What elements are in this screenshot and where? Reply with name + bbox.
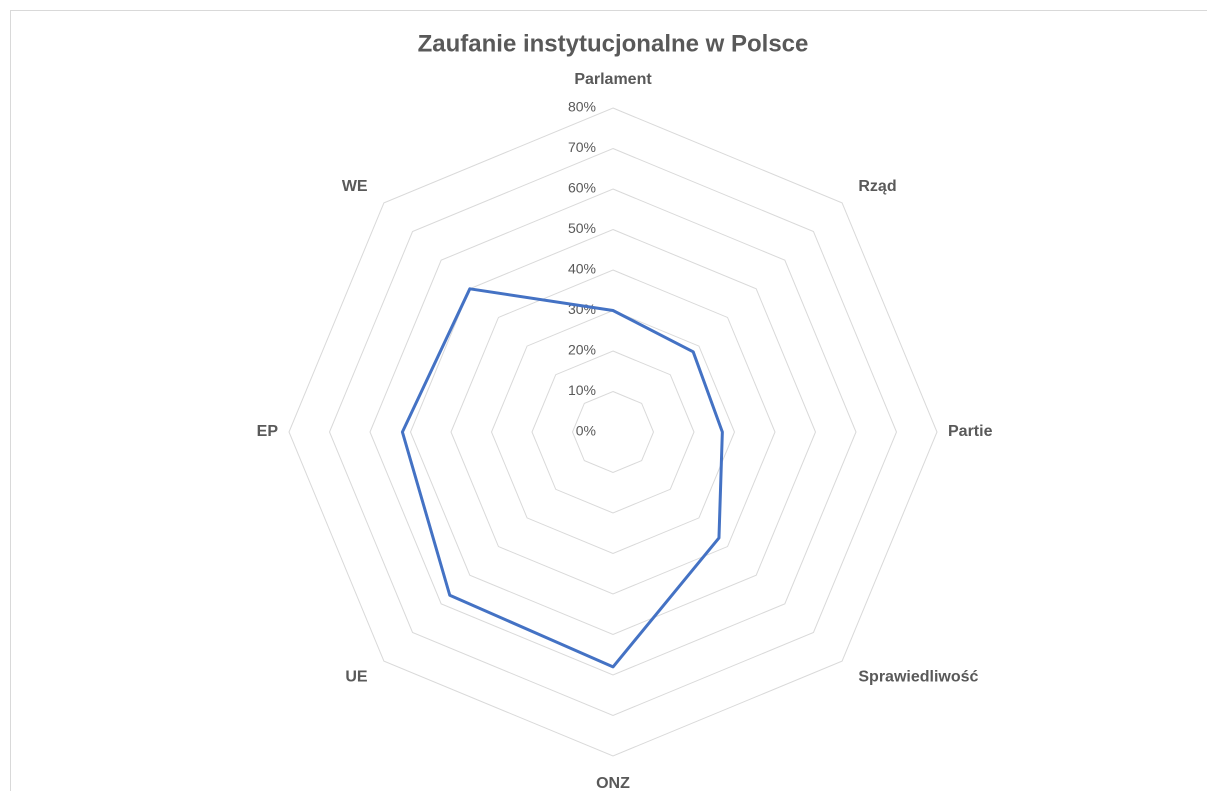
y-tick-label: 50% — [568, 220, 596, 236]
y-tick-label: 40% — [568, 261, 596, 277]
grid-line — [531, 350, 695, 514]
category-label: Rząd — [858, 178, 896, 195]
category-label: Sprawiedliwość — [858, 669, 978, 686]
chart-title: Zaufanie instytucjonalne w Polsce — [418, 30, 809, 57]
y-tick-label: 0% — [576, 423, 596, 439]
grid-line — [288, 107, 938, 757]
series-line — [400, 287, 724, 669]
category-label: EP — [257, 423, 279, 440]
y-tick-label: 70% — [568, 139, 596, 155]
y-tick-label: 60% — [568, 180, 596, 196]
y-tick-label: 20% — [568, 342, 596, 358]
chart-border — [10, 10, 1207, 791]
grid-line — [571, 390, 655, 474]
category-label: UE — [345, 669, 368, 686]
category-label: ONZ — [596, 775, 630, 791]
category-label: Partie — [948, 423, 993, 440]
category-label: Parlament — [574, 71, 652, 88]
category-label: WE — [342, 178, 368, 195]
y-tick-label: 10% — [568, 382, 596, 398]
y-tick-label: 80% — [568, 99, 596, 115]
grid-line — [490, 309, 736, 555]
grid-line — [369, 188, 857, 676]
grid-line — [450, 269, 776, 595]
grid-line — [409, 228, 817, 636]
grid-line — [328, 147, 898, 717]
